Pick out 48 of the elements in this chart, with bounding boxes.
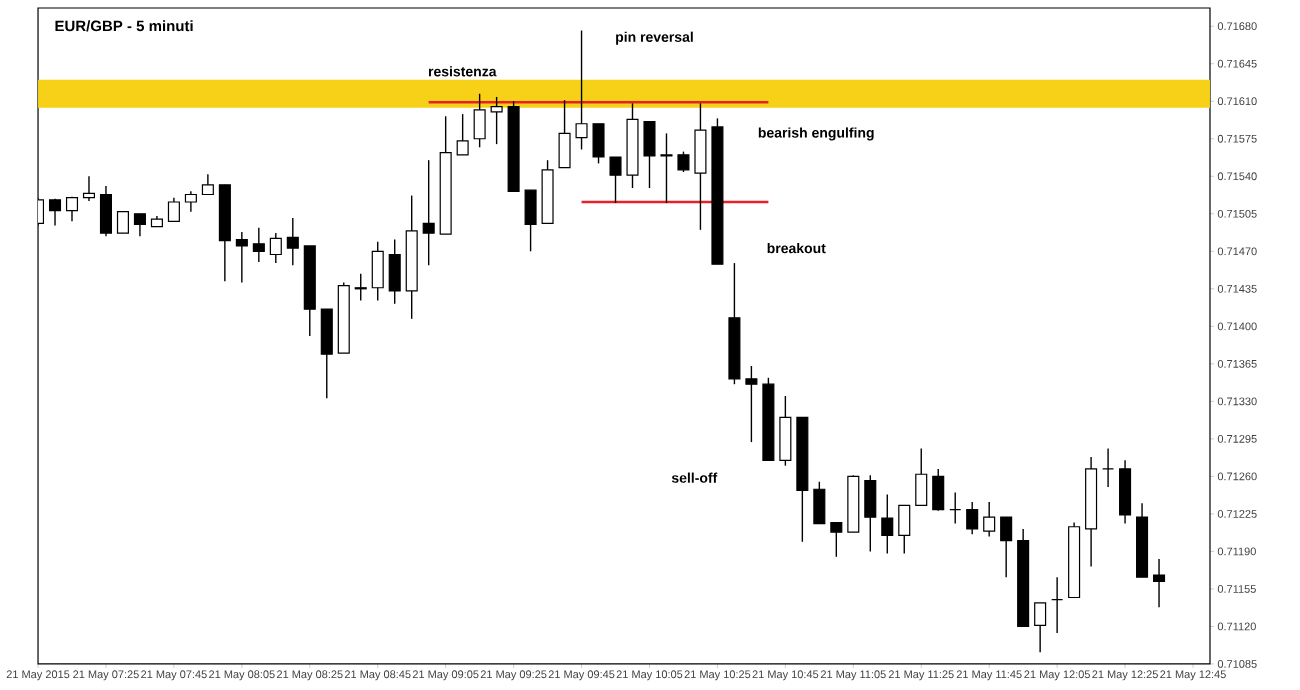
candlestick	[592, 123, 605, 165]
candlestick	[422, 159, 435, 266]
candlestick	[575, 29, 588, 151]
candlestick	[779, 395, 792, 467]
candlestick	[1051, 576, 1064, 634]
candlestick	[201, 173, 214, 196]
candlestick	[473, 93, 486, 149]
candlestick	[286, 217, 299, 266]
candlestick	[677, 150, 690, 173]
candlestick	[609, 156, 622, 204]
candlestick	[1034, 602, 1047, 653]
candlestick	[235, 231, 248, 284]
candlestick	[524, 189, 537, 252]
candlestick	[966, 501, 979, 535]
candlestick	[932, 468, 945, 512]
candlestick	[65, 195, 79, 222]
candlestick	[456, 113, 469, 156]
candlestick	[388, 238, 401, 305]
candlestick	[1153, 558, 1166, 608]
candlestick	[1000, 516, 1013, 578]
candlestick	[830, 521, 843, 558]
candlestick	[184, 190, 197, 213]
candlestick	[269, 232, 282, 264]
candlestick	[694, 102, 707, 231]
candlestick	[660, 132, 673, 204]
candlestick	[354, 273, 367, 302]
candlestick	[371, 240, 384, 302]
candlestick	[558, 99, 571, 169]
candlestick	[116, 211, 129, 234]
candlestick	[48, 198, 62, 227]
candlestick	[864, 474, 877, 553]
candlestick	[1102, 447, 1115, 488]
candlestick	[813, 481, 826, 525]
candlestick	[1119, 459, 1132, 525]
candlestick	[133, 213, 146, 237]
candlestick	[745, 365, 758, 443]
candlestick	[99, 185, 112, 237]
candlestick	[167, 197, 180, 222]
candlestick	[643, 120, 656, 189]
candlestick	[898, 504, 911, 555]
candlestick	[252, 227, 265, 263]
candlestick	[320, 308, 333, 399]
candlestick	[949, 491, 962, 525]
candlestick	[983, 501, 996, 538]
candlestick	[82, 175, 96, 202]
candlestick	[490, 96, 503, 145]
candlestick	[915, 447, 928, 507]
candlestick	[881, 493, 894, 555]
